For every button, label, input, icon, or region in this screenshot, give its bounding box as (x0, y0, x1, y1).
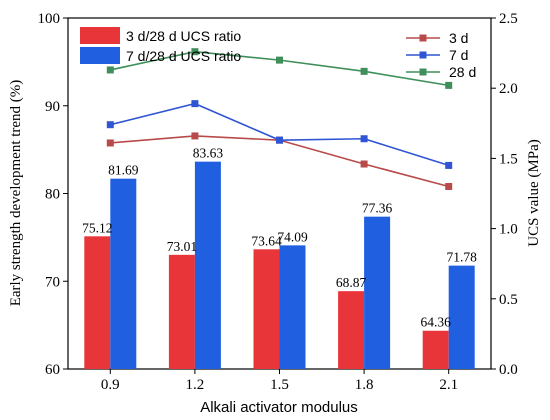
point-28d-0 (106, 66, 114, 74)
left-y-tick-label-3: 90 (45, 99, 60, 115)
point-7d-1 (191, 100, 199, 108)
data-label-7d-ratio-0: 81.69 (108, 163, 139, 178)
bar-7d-ratio-3 (364, 216, 391, 369)
left-y-tick-label-0: 60 (45, 362, 60, 378)
x-tick-label-3: 1.8 (355, 377, 374, 393)
right-y-tick-label-1: 0.5 (499, 292, 518, 308)
legend-swatch-3d-ratio (80, 27, 120, 44)
bar-3d-ratio-3 (338, 291, 365, 369)
line-legend: 3 d 7 d 28 d (406, 30, 476, 80)
lines-layer (106, 48, 453, 190)
data-label-7d-ratio-4: 71.78 (447, 250, 478, 265)
data-label-3d-ratio-1: 73.01 (167, 239, 197, 254)
left-y-tick-label-2: 80 (45, 187, 60, 203)
point-3d-4 (445, 182, 453, 190)
right-y-tick-label-5: 2.5 (499, 11, 518, 27)
bar-3d-ratio-4 (422, 330, 449, 369)
axes-layer: 0.9 1.2 1.5 1.8 2.1 60 70 80 90 100 0.0 0.5 1.0 1.5 2.… (38, 11, 518, 393)
bar-7d-ratio-4 (448, 265, 475, 369)
left-y-tick-label-1: 70 (45, 274, 60, 290)
right-y-tick-label-2: 1.0 (499, 222, 518, 238)
point-28d-2 (276, 56, 283, 64)
left-y-axis-title: Early strength development trend (%) (8, 80, 24, 307)
legend-label-7d: 7 d (449, 47, 468, 63)
legend-label-3d: 3 d (449, 30, 468, 46)
data-label-7d-ratio-3: 77.36 (362, 201, 393, 216)
bar-3d-ratio-0 (84, 236, 111, 369)
legend-marker-28d (419, 68, 427, 76)
right-y-tick-label-0: 0.0 (499, 362, 518, 378)
legend-label-28d: 28 d (449, 64, 476, 80)
data-label-3d-ratio-3: 68.87 (336, 275, 367, 290)
x-tick-label-1: 1.2 (186, 377, 205, 393)
point-3d-0 (106, 139, 114, 147)
point-3d-3 (360, 160, 368, 168)
data-label-7d-ratio-1: 83.63 (193, 146, 224, 161)
bar-7d-ratio-0 (110, 178, 137, 369)
point-7d-2 (276, 136, 283, 144)
point-3d-1 (191, 132, 199, 140)
point-7d-4 (445, 161, 453, 169)
x-tick-label-4: 2.1 (439, 377, 458, 393)
data-label-7d-ratio-2: 74.09 (277, 229, 308, 244)
bar-legend: 3 d/28 d UCS ratio 7 d/28 d UCS ratio (80, 27, 241, 64)
point-7d-3 (360, 135, 368, 143)
point-7d-0 (106, 121, 114, 129)
x-tick-label-0: 0.9 (101, 377, 120, 393)
bar-7d-ratio-2 (279, 245, 306, 369)
right-y-axis-title: UCS value (MPa) (526, 139, 542, 247)
bar-3d-ratio-1 (168, 254, 195, 369)
x-tick-label-2: 1.5 (270, 377, 289, 393)
legend-label-7d-ratio: 7 d/28 d UCS ratio (126, 48, 241, 64)
legend-marker-3d (419, 34, 427, 42)
point-28d-4 (445, 81, 453, 89)
left-y-tick-label-4: 100 (38, 11, 61, 27)
data-label-3d-ratio-0: 75.12 (82, 220, 112, 235)
bar-7d-ratio-1 (194, 161, 221, 369)
point-28d-1 (191, 48, 199, 56)
legend-swatch-7d-ratio (80, 47, 120, 64)
legend-marker-7d (419, 51, 427, 59)
legend-label-3d-ratio: 3 d/28 d UCS ratio (126, 28, 241, 44)
right-y-tick-label-4: 2.0 (499, 81, 518, 97)
bars-layer (84, 161, 475, 369)
labels-layer: 75.12 73.01 73.64 68.87 64.36 81.69 83.63 74.09… (82, 146, 477, 330)
right-y-tick-label-3: 1.5 (499, 151, 518, 167)
x-axis-title: Alkali activator modulus (200, 399, 358, 416)
bar-3d-ratio-2 (253, 249, 280, 369)
data-label-3d-ratio-2: 73.64 (251, 233, 282, 248)
data-label-3d-ratio-4: 64.36 (421, 315, 452, 330)
point-28d-3 (360, 67, 368, 75)
